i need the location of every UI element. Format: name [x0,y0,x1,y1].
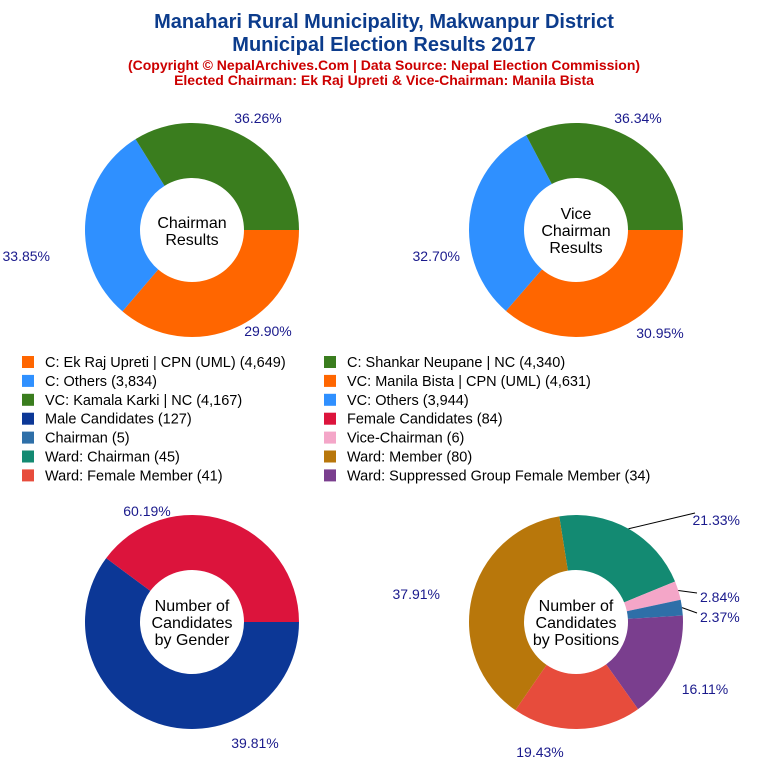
legend-swatch-11 [324,450,336,463]
donut-2-slice-0 [84,558,299,730]
chart-subtitle-line1: (Copyright © NepalArchives.Com | Data So… [128,57,640,73]
chart-subtitle-line2: Elected Chairman: Ek Raj Upreti & Vice-C… [174,72,594,88]
donut-0-slice-2 [135,123,299,230]
donut-1-percent-label-0: 36.34% [614,110,661,126]
donut-2-center-label-2: by Gender [155,632,230,649]
legend-swatch-5 [324,393,336,406]
legend: C: Ek Raj Upreti | CPN (UML) (4,649) C: S… [22,355,650,484]
legend-swatch-9 [324,431,336,444]
chart-title-line1: Manahari Rural Municipality, Makwanpur D… [154,11,614,33]
donut-3-slice-4 [515,664,639,730]
donut-0-slice-1 [84,139,165,312]
legend-swatch-0 [22,356,34,368]
donut-2-percent-label-0: 60.19% [123,503,170,519]
legend-label-0: C: Ek Raj Upreti | CPN (UML) (4,649) [45,355,286,371]
donut-3-slice-1 [624,581,681,612]
donut-1-slice-2 [526,123,683,230]
legend-swatch-7 [324,412,336,425]
donut-1-percent-label-1: 30.95% [636,325,683,341]
donut-2-percent-label-1: 39.81% [231,735,278,751]
legend-label-3: VC: Manila Bista | CPN (UML) (4,631) [347,374,591,390]
donut-3-leader-line-1 [678,590,698,594]
legend-swatch-8 [22,431,34,444]
donut-3-percent-label-0: 21.33% [693,512,740,528]
legend-label-9: Vice-Chairman (6) [347,431,464,447]
donut-2-center-label-0: Number of [155,598,230,615]
donut-3-slice-3 [606,615,683,710]
legend-label-12: Ward: Female Member (41) [45,468,223,484]
donut-1-center-label-0: Vice [561,206,592,223]
legend-label-10: Ward: Chairman (45) [45,450,180,466]
legend-label-11: Ward: Member (80) [347,450,472,466]
donut-1-percent-label-2: 32.70% [413,248,460,264]
donut-3-percent-label-4: 19.43% [516,744,563,760]
donut-3-center-label-0: Number of [539,598,614,615]
donut-0-center-label-0: Chairman [157,215,226,232]
legend-label-6: Male Candidates (127) [45,412,192,428]
donut-0-slice-0 [122,230,299,337]
legend-swatch-3 [324,374,336,387]
donut-3-percent-label-5: 37.91% [393,586,440,602]
legend-swatch-12 [22,469,34,482]
donut-0-percent-label-0: 36.26% [234,110,281,126]
donut-0-percent-label-2: 33.85% [3,248,50,264]
donut-3-percent-label-1: 2.84% [700,589,740,605]
donut-3-percent-label-2: 2.37% [700,609,740,625]
donut-0-percent-label-1: 29.90% [244,323,291,339]
legend-swatch-4 [22,393,34,406]
donut-3-slice-2 [626,599,683,619]
legend-swatch-10 [22,450,34,463]
legend-swatch-2 [22,374,34,387]
donut-1-slice-1 [468,135,552,311]
legend-label-2: C: Others (3,834) [45,374,157,390]
donut-3-percent-label-3: 16.11% [682,681,728,697]
legend-label-7: Female Candidates (84) [347,412,503,428]
donut-1-center-label-1: Chairman [541,223,610,240]
legend-label-8: Chairman (5) [45,431,130,447]
donut-3-leader-line-0 [628,512,696,530]
legend-label-1: C: Shankar Neupane | NC (4,340) [347,355,565,371]
chart-title-line2: Municipal Election Results 2017 [232,34,535,56]
donut-1-center-label-2: Results [549,240,602,257]
donut-3-slice-5 [468,516,568,711]
donut-3-center-label-1: Candidates [536,615,617,632]
donut-1-slice-0 [506,230,683,337]
legend-label-4: VC: Kamala Karki | NC (4,167) [45,393,242,409]
legend-label-5: VC: Others (3,944) [347,393,469,409]
legend-swatch-6 [22,412,34,425]
legend-label-13: Ward: Suppressed Group Female Member (34… [347,468,650,484]
candidates-by-positions-donut: 21.33% 2.84% 2.37% 16.11% 19.43% 37.91% Number… [393,512,740,760]
donut-3-center-label-2: by Positions [533,632,619,649]
donut-0-center-label-1: Results [165,232,218,249]
legend-swatch-1 [324,356,336,368]
donut-2-slice-1 [106,515,300,622]
donut-3-slice-0 [559,515,676,603]
donut-3-leader-line-2 [681,607,698,614]
legend-swatch-13 [324,469,336,482]
donut-2-center-label-1: Candidates [152,615,233,632]
